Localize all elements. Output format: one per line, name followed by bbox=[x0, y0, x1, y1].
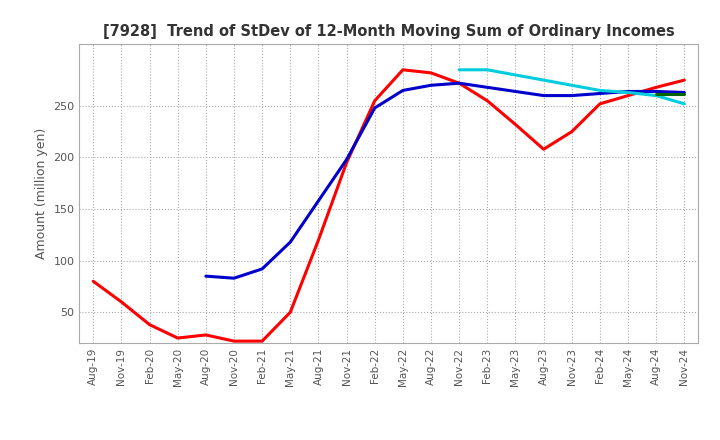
3 Years bbox=[89, 279, 98, 284]
3 Years bbox=[399, 67, 408, 73]
5 Years bbox=[567, 93, 576, 98]
7 Years bbox=[539, 77, 548, 83]
5 Years bbox=[342, 157, 351, 162]
3 Years bbox=[624, 93, 632, 98]
7 Years bbox=[595, 88, 604, 93]
Title: [7928]  Trend of StDev of 12-Month Moving Sum of Ordinary Incomes: [7928] Trend of StDev of 12-Month Moving… bbox=[103, 24, 675, 39]
3 Years bbox=[483, 98, 492, 103]
3 Years bbox=[511, 122, 520, 127]
3 Years bbox=[117, 299, 126, 304]
Y-axis label: Amount (million yen): Amount (million yen) bbox=[35, 128, 48, 259]
5 Years bbox=[370, 105, 379, 110]
5 Years bbox=[455, 81, 464, 86]
5 Years bbox=[652, 89, 660, 94]
5 Years bbox=[624, 89, 632, 94]
3 Years bbox=[174, 335, 182, 341]
5 Years bbox=[427, 83, 436, 88]
5 Years bbox=[539, 93, 548, 98]
5 Years bbox=[286, 239, 294, 245]
5 Years bbox=[399, 88, 408, 93]
7 Years bbox=[567, 83, 576, 88]
3 Years bbox=[370, 98, 379, 103]
5 Years bbox=[595, 91, 604, 96]
3 Years bbox=[314, 238, 323, 243]
Line: 3 Years: 3 Years bbox=[94, 70, 684, 341]
3 Years bbox=[539, 147, 548, 152]
5 Years bbox=[258, 266, 266, 271]
3 Years bbox=[286, 310, 294, 315]
7 Years bbox=[624, 90, 632, 95]
7 Years bbox=[680, 101, 688, 106]
5 Years bbox=[511, 89, 520, 94]
3 Years bbox=[145, 322, 154, 327]
5 Years bbox=[680, 90, 688, 95]
3 Years bbox=[202, 332, 210, 337]
Line: 7 Years: 7 Years bbox=[459, 70, 684, 104]
7 Years bbox=[455, 67, 464, 73]
3 Years bbox=[258, 338, 266, 344]
7 Years bbox=[652, 93, 660, 98]
5 Years bbox=[202, 274, 210, 279]
5 Years bbox=[230, 275, 238, 281]
7 Years bbox=[511, 72, 520, 77]
7 Years bbox=[483, 67, 492, 73]
Line: 5 Years: 5 Years bbox=[206, 83, 684, 278]
3 Years bbox=[567, 129, 576, 134]
10 Years bbox=[652, 91, 660, 96]
3 Years bbox=[680, 77, 688, 83]
5 Years bbox=[483, 84, 492, 90]
3 Years bbox=[342, 160, 351, 165]
3 Years bbox=[455, 81, 464, 86]
3 Years bbox=[427, 70, 436, 76]
5 Years bbox=[314, 198, 323, 203]
3 Years bbox=[595, 101, 604, 106]
3 Years bbox=[230, 338, 238, 344]
3 Years bbox=[652, 84, 660, 90]
10 Years bbox=[680, 91, 688, 96]
